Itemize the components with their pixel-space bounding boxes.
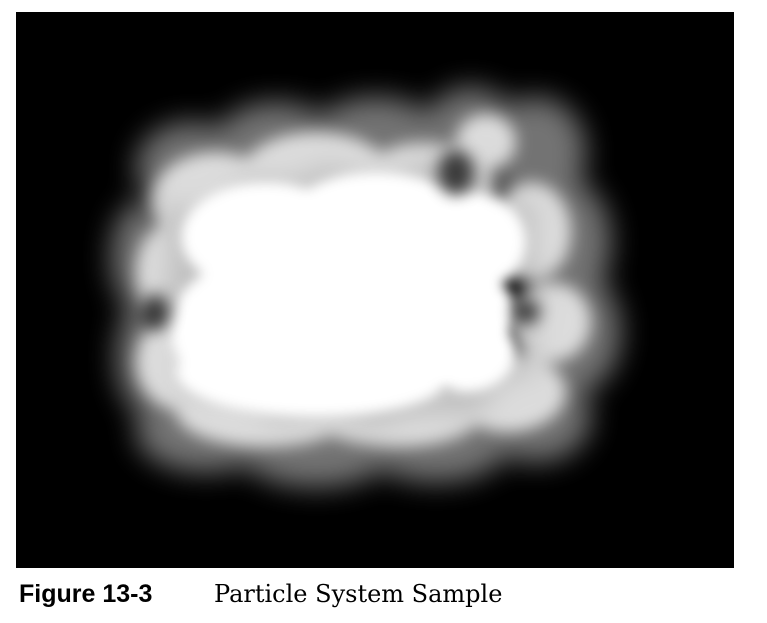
smoke-dense-core: [171, 172, 526, 417]
figure-image: [16, 12, 734, 568]
smoke-dark-gaps: [142, 150, 540, 330]
figure-number: Figure 13-3: [19, 579, 153, 608]
figure-caption: Figure 13-3 Particle System Sample: [19, 574, 502, 614]
particle-smoke-render: [16, 12, 734, 568]
figure-title: Particle System Sample: [214, 580, 503, 608]
